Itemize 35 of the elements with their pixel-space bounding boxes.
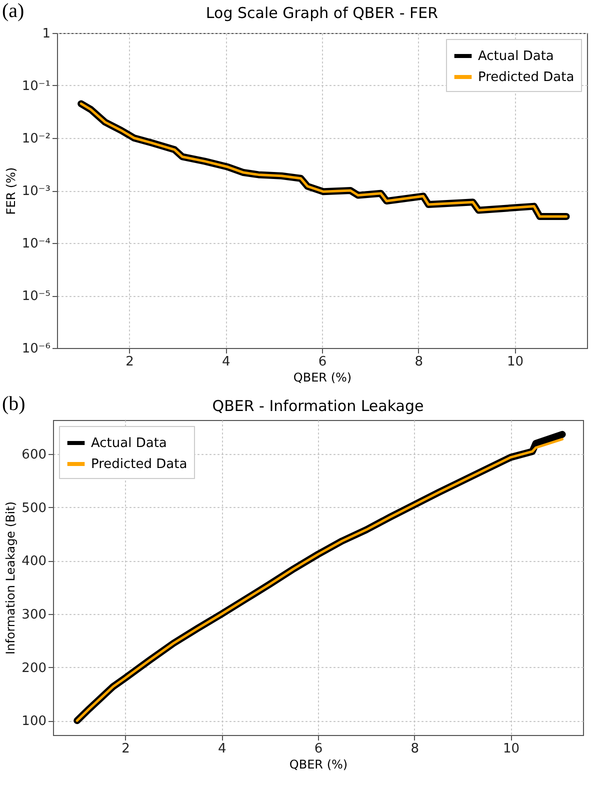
- legend-label: Predicted Data: [91, 457, 188, 472]
- x-tick-label: 4: [222, 354, 230, 370]
- chart-title: QBER - Information Leakage: [212, 397, 424, 415]
- y-tick-label: 300: [22, 608, 46, 623]
- y-tick-label: 200: [22, 660, 46, 676]
- y-tick-label: 500: [22, 500, 46, 516]
- y-tick-label: 1: [42, 26, 50, 42]
- x-tick-label: 10: [506, 354, 524, 370]
- text: (b): [2, 393, 26, 416]
- legend-label: Predicted Data: [478, 70, 574, 85]
- x-tick-label: 6: [314, 742, 323, 756]
- y-tick-label: 10⁻¹: [22, 79, 50, 94]
- chart-title: Log Scale Graph of QBER - FER: [206, 4, 438, 22]
- y-axis-title: Information Leakage (Bit): [4, 501, 18, 655]
- x-tick-label: 4: [218, 742, 226, 756]
- x-tick-label: 8: [414, 354, 424, 370]
- y-tick-label: 600: [22, 448, 46, 463]
- y-tick-label: 100: [22, 714, 46, 730]
- x-axis-title: QBER (%): [289, 758, 348, 772]
- x-tick-label: 10: [502, 742, 520, 756]
- x-axis-title: QBER (%): [293, 370, 352, 384]
- x-tick-label: 8: [410, 742, 420, 756]
- y-tick-label: 10⁻⁶: [22, 342, 50, 356]
- y-tick-label: 10⁻²: [22, 132, 50, 146]
- x-tick-label: 2: [126, 354, 134, 370]
- text: (a): [2, 0, 24, 23]
- legend-label: Actual Data: [91, 436, 167, 451]
- y-tick-label: 400: [22, 554, 46, 570]
- y-tick-label: 10⁻⁴: [22, 236, 50, 252]
- legend-label: Actual Data: [478, 49, 554, 64]
- y-tick-label: 10⁻³: [22, 184, 50, 199]
- x-tick-label: 6: [318, 354, 327, 370]
- y-axis-title: FER (%): [4, 167, 18, 215]
- y-tick-label: 10⁻⁵: [22, 289, 50, 304]
- x-tick-label: 2: [122, 742, 130, 756]
